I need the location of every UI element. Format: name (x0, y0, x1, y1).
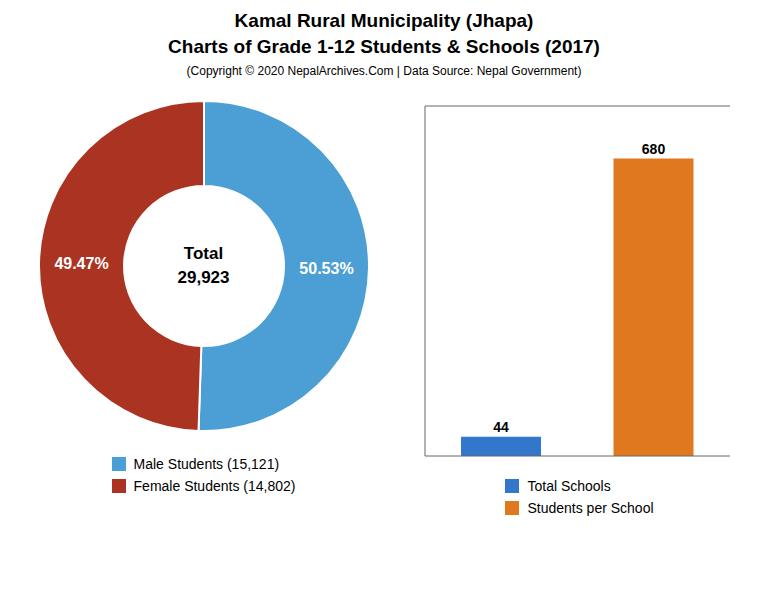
html-text:Female Students (14,802): Female Students (14,802) (133, 478, 296, 494)
svg-text:680: 680 (641, 141, 665, 157)
html-text:(Copyright © 2020 NepalArchive: (Copyright © 2020 NepalArchives.Com | Da… (186, 64, 582, 78)
html-text:Students per School: Students per School (527, 500, 654, 516)
html-text:Male Students (15,121): Male Students (15,121) (133, 456, 280, 472)
svg-text:44: 44 (493, 419, 509, 435)
html-text:Total: Total (183, 244, 224, 263)
html-text:Charts of Grade 1-12 Students: Charts of Grade 1-12 Students & Schools … (168, 36, 600, 57)
svg-text:49.47%: 49.47% (54, 255, 108, 272)
svg-text:50.53%: 50.53% (299, 260, 353, 277)
html-text:29,923: 29,923 (177, 268, 230, 287)
html-text:Kamal Rural Municipality (Jhap: Kamal Rural Municipality (Jhapa) (234, 10, 534, 31)
html-text:Total Schools: Total Schools (527, 478, 611, 494)
